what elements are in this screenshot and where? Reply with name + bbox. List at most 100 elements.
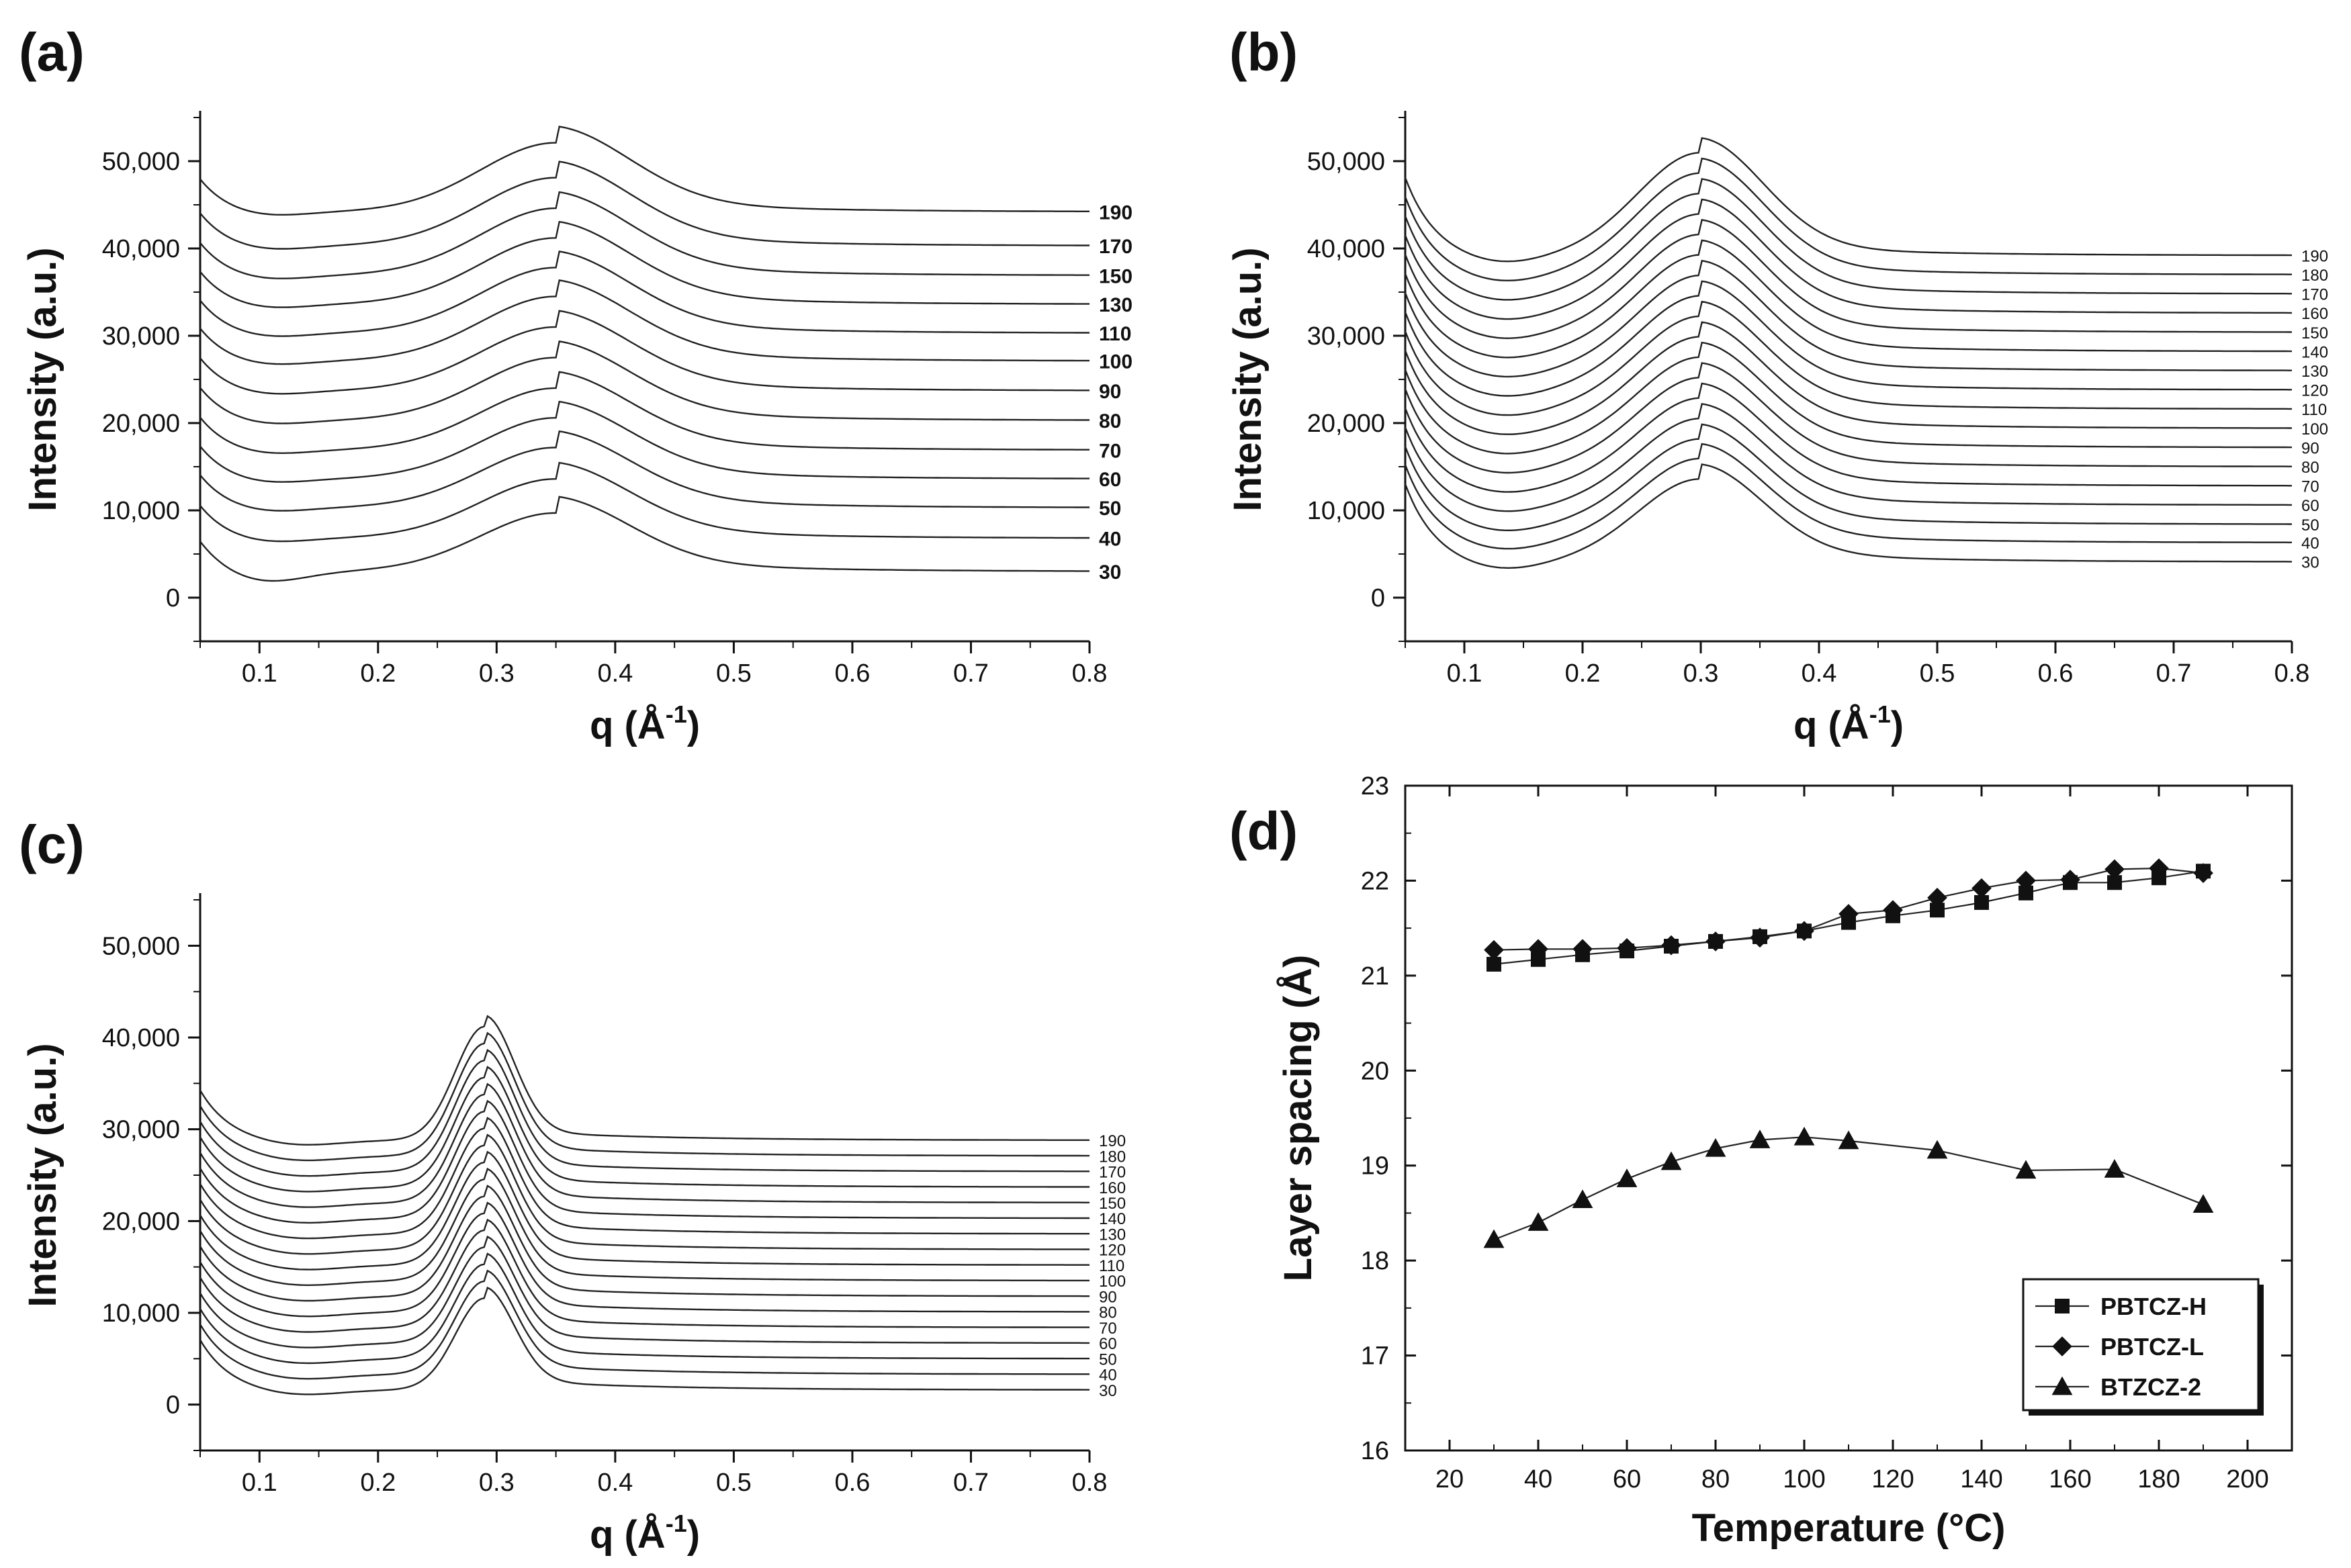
data-point bbox=[1838, 1130, 1859, 1150]
curve-label: 60 bbox=[1099, 1335, 1117, 1353]
data-point bbox=[1927, 888, 1947, 908]
curve-line bbox=[199, 310, 1090, 395]
y-tick-label: 0 bbox=[166, 584, 180, 612]
y-tick-label: 16 bbox=[1361, 1437, 1389, 1465]
data-point bbox=[1616, 1168, 1638, 1187]
x-tick-label: 60 bbox=[1613, 1465, 1641, 1493]
curve-label: 190 bbox=[1099, 201, 1133, 224]
y-tick-label: 40,000 bbox=[102, 235, 180, 263]
x-tick-label: 0.4 bbox=[1802, 659, 1837, 688]
curve-line bbox=[1404, 137, 2292, 263]
x-axis-title-sup: -1 bbox=[666, 1510, 687, 1537]
data-point bbox=[1487, 956, 1501, 972]
y-axis-title: Intensity (a.u.) bbox=[21, 247, 64, 511]
curve-line bbox=[199, 1286, 1090, 1395]
curve-line bbox=[1404, 259, 2292, 378]
x-tick-label: 0.1 bbox=[1447, 659, 1482, 688]
curve-line bbox=[1404, 403, 2292, 512]
curve-label: 110 bbox=[1099, 1257, 1124, 1275]
x-tick-label: 0.6 bbox=[2038, 659, 2074, 688]
curve-line bbox=[1404, 443, 2292, 550]
x-tick-label: 0.2 bbox=[360, 1469, 396, 1497]
curve-line bbox=[199, 461, 1090, 543]
data-point bbox=[1617, 937, 1637, 958]
y-axis-title: Intensity (a.u.) bbox=[21, 1043, 64, 1307]
curve-line bbox=[1404, 321, 2292, 435]
x-axis-title: q (Å-1) bbox=[590, 1510, 700, 1557]
curve-line bbox=[199, 1218, 1090, 1333]
x-tick-label: 100 bbox=[1783, 1465, 1825, 1493]
x-tick-label: 0.8 bbox=[1072, 659, 1108, 688]
y-tick-label: 20,000 bbox=[102, 410, 180, 438]
curve-label: 40 bbox=[2301, 535, 2319, 553]
series-btzcz-2 bbox=[1483, 1126, 2214, 1248]
curve-line bbox=[199, 1082, 1090, 1208]
y-tick-label: 40,000 bbox=[102, 1024, 180, 1052]
curve-label: 110 bbox=[2301, 401, 2327, 419]
data-point bbox=[1971, 878, 1992, 898]
x-tick-label: 0.8 bbox=[2274, 659, 2310, 688]
y-tick-label: 20,000 bbox=[102, 1207, 180, 1236]
curve-line bbox=[199, 1116, 1090, 1240]
curve-label: 80 bbox=[2301, 459, 2319, 477]
y-axis-title: Intensity (a.u.) bbox=[1226, 247, 1270, 511]
curve-label: 50 bbox=[2301, 516, 2319, 535]
x-tick-label: 0.6 bbox=[835, 1469, 871, 1497]
curve-label: 60 bbox=[1099, 469, 1121, 491]
curve-label: 100 bbox=[2301, 420, 2328, 439]
x-tick-label: 180 bbox=[2137, 1465, 2180, 1493]
data-point bbox=[2193, 863, 2213, 883]
y-tick-label: 0 bbox=[166, 1391, 180, 1420]
curve-label: 160 bbox=[1099, 1179, 1126, 1197]
curve-label: 130 bbox=[1099, 294, 1133, 316]
curve-label: 40 bbox=[1099, 528, 1121, 551]
y-tick-label: 10,000 bbox=[102, 497, 180, 525]
curve-line bbox=[1404, 341, 2292, 455]
x-tick-label: 0.4 bbox=[597, 659, 633, 688]
curve-line bbox=[1404, 300, 2292, 416]
x-tick-label: 0.1 bbox=[242, 659, 277, 688]
legend-label: BTZCZ-2 bbox=[2100, 1373, 2201, 1401]
x-tick-label: 0.5 bbox=[716, 659, 752, 688]
data-point bbox=[1527, 1212, 1549, 1231]
data-point bbox=[1705, 931, 1726, 952]
x-axis-title-sup: -1 bbox=[666, 700, 687, 728]
curve-line bbox=[199, 496, 1090, 582]
x-axis-title: q (Å-1) bbox=[1793, 700, 1904, 747]
y-tick-label: 40,000 bbox=[1307, 235, 1385, 263]
panel-label: (a) bbox=[19, 22, 85, 82]
x-axis-title-close: ) bbox=[687, 1513, 700, 1557]
curve-label: 140 bbox=[1099, 1210, 1126, 1228]
y-tick-label: 17 bbox=[1361, 1342, 1389, 1371]
data-point bbox=[2107, 875, 2122, 890]
data-point bbox=[1974, 894, 1989, 910]
curve-label: 150 bbox=[2301, 324, 2328, 342]
x-tick-label: 0.8 bbox=[1072, 1469, 1108, 1497]
curve-label: 80 bbox=[1099, 410, 1121, 432]
curve-line bbox=[199, 430, 1090, 512]
panel-a-chart: (a) 0.1 0.2 0.3 0.4 0.5 0.6 0.7 0.8 0 10,000 20,000… bbox=[19, 22, 1133, 747]
curve-label: 150 bbox=[1099, 1195, 1126, 1213]
curve-label: 90 bbox=[2301, 439, 2319, 457]
data-point bbox=[1572, 939, 1593, 960]
data-point bbox=[2104, 1158, 2125, 1178]
curve-label: 100 bbox=[1099, 351, 1133, 373]
panel-b-chart: (b) 0.1 0.2 0.3 0.4 0.5 0.6 0.7 0.8 0 10,000 20,000… bbox=[1226, 22, 2328, 747]
curve-line bbox=[199, 371, 1090, 455]
x-tick-label: 0.5 bbox=[716, 1469, 752, 1497]
curve-label: 160 bbox=[2301, 305, 2328, 323]
y-axis-title: Layer spacing (Å) bbox=[1276, 955, 1320, 1282]
x-axis-title-text: q (Å bbox=[1793, 704, 1869, 747]
legend-label: PBTCZ-H bbox=[2100, 1293, 2207, 1320]
data-point bbox=[1484, 939, 1504, 960]
curve-label: 170 bbox=[1099, 1164, 1126, 1182]
curve-line bbox=[1404, 198, 2292, 320]
curve-line bbox=[199, 191, 1090, 279]
curve-line bbox=[199, 1167, 1090, 1286]
y-tick-label: 30,000 bbox=[102, 1116, 180, 1144]
y-tick-label: 20 bbox=[1361, 1057, 1389, 1085]
panel-label: (d) bbox=[1229, 801, 1298, 861]
data-point bbox=[2060, 870, 2080, 890]
curve-label: 100 bbox=[1099, 1273, 1126, 1291]
